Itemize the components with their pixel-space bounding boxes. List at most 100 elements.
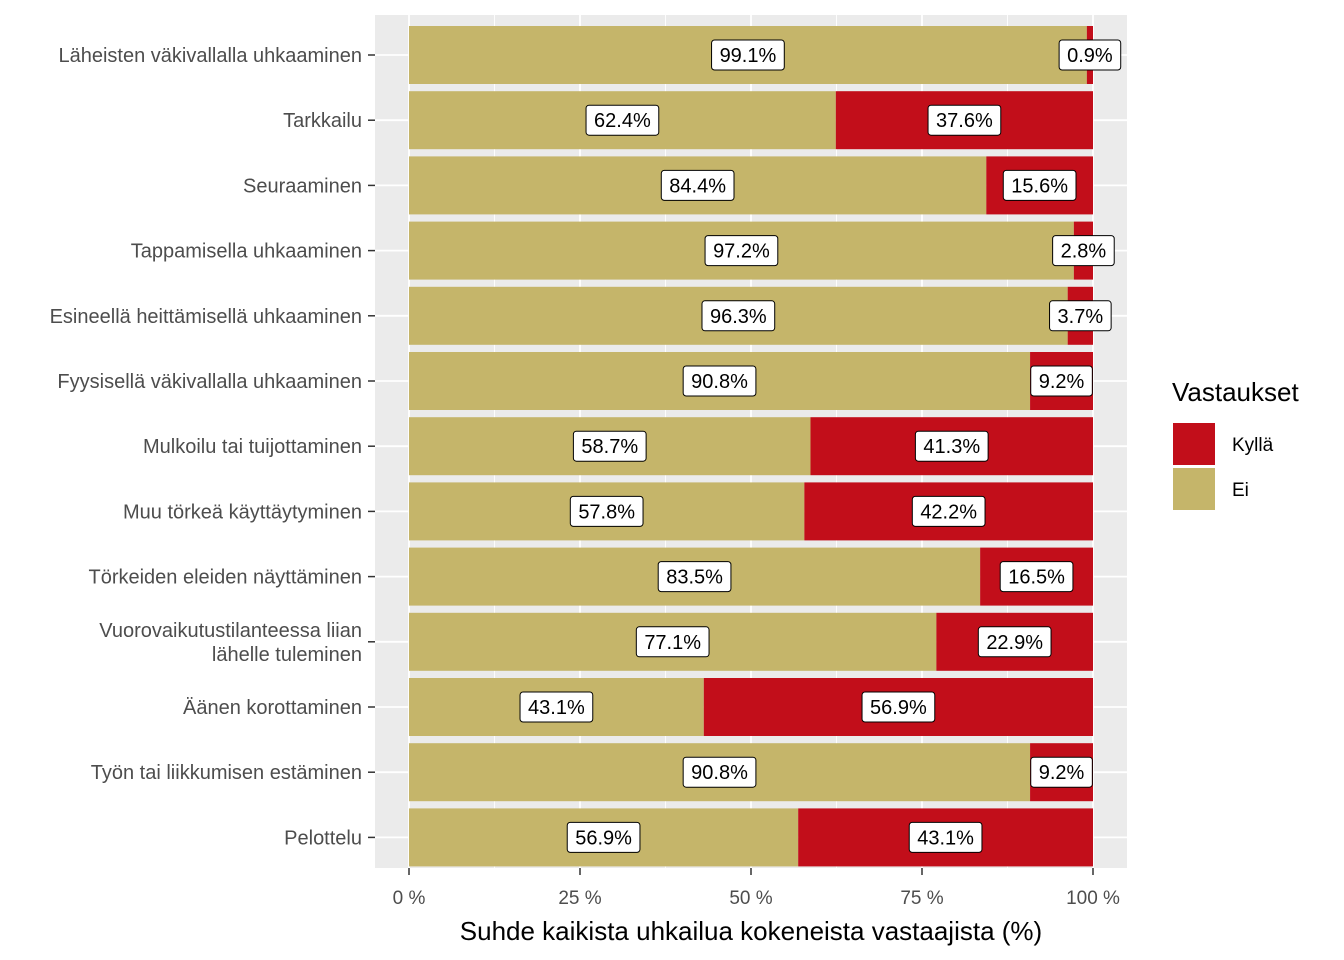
- data-label-text: 16.5%: [1008, 567, 1065, 589]
- data-label-box: [519, 691, 594, 723]
- data-labels: 99.1% 0.9% 62.4% 37.6% 84.4% 15.6% 97.2% 2.8% 96…: [519, 39, 1122, 853]
- data-label-box: [908, 821, 983, 853]
- data-label-box: [572, 430, 647, 462]
- data-label-box: [861, 691, 936, 723]
- data-label-text: 84.4%: [669, 175, 726, 197]
- data-label-text: 97.2%: [713, 241, 770, 263]
- x-tick-label: 25 %: [558, 888, 601, 909]
- data-label-box: [1030, 756, 1093, 788]
- category-label: Seuraaminen: [243, 175, 362, 197]
- data-label-kyllä: 42.2%: [911, 495, 986, 527]
- category-label: Tappamisella uhkaaminen: [131, 241, 362, 263]
- data-label-box: [999, 561, 1074, 593]
- data-label-box: [566, 821, 641, 853]
- data-label-box: [1002, 169, 1077, 201]
- data-label-text: 2.8%: [1061, 241, 1107, 263]
- data-label-text: 77.1%: [644, 632, 701, 654]
- data-label-ei: 99.1%: [711, 39, 785, 71]
- data-label-box: [977, 626, 1052, 658]
- category-label: Vuorovaikutustilanteessa liian lähelle tu…: [99, 620, 362, 666]
- data-label-box: [585, 104, 660, 136]
- data-label-box: [1058, 39, 1122, 71]
- legend: Vastaukset Kyllä Ei: [1172, 377, 1299, 510]
- data-label-text: 99.1%: [720, 45, 777, 67]
- data-label-ei: 43.1%: [519, 691, 594, 723]
- data-label-box: [927, 104, 1002, 136]
- category-label: Törkeiden eleiden näyttäminen: [88, 567, 362, 589]
- data-label-text: 15.6%: [1011, 175, 1068, 197]
- data-label-box: [1049, 300, 1112, 332]
- data-label-kyllä: 56.9%: [861, 691, 936, 723]
- data-label-box: [660, 169, 735, 201]
- data-label-box: [682, 756, 757, 788]
- x-tick-label: 0 %: [393, 888, 426, 909]
- x-axis: 0 % 25 % 50 % 75 % 100 %: [393, 868, 1120, 909]
- data-label-kyllä: 37.6%: [927, 104, 1002, 136]
- data-label-text: 22.9%: [986, 632, 1043, 654]
- legend-title: Vastaukset: [1172, 377, 1299, 407]
- data-label-ei: 90.8%: [682, 365, 757, 397]
- data-label-text: 90.8%: [691, 762, 748, 784]
- data-label-box: [914, 430, 989, 462]
- data-label-box: [704, 235, 779, 267]
- data-label-kyllä: 9.2%: [1030, 365, 1093, 397]
- data-label-kyllä: 2.8%: [1052, 235, 1115, 267]
- data-label-ei: 90.8%: [682, 756, 757, 788]
- category-label: Pelottelu: [284, 827, 362, 849]
- data-label-text: 43.1%: [917, 827, 974, 849]
- category-label: Muu törkeä käyttäytyminen: [123, 501, 362, 523]
- data-label-text: 57.8%: [578, 501, 635, 523]
- category-label: Läheisten väkivallalla uhkaaminen: [58, 45, 362, 67]
- data-label-box: [682, 365, 757, 397]
- data-label-text: 56.9%: [575, 827, 632, 849]
- x-tick-label: 50 %: [729, 888, 772, 909]
- data-label-text: 0.9%: [1067, 45, 1113, 67]
- data-label-text: 9.2%: [1039, 762, 1085, 784]
- data-label-kyllä: 9.2%: [1030, 756, 1093, 788]
- data-label-box: [569, 495, 644, 527]
- data-label-kyllä: 16.5%: [999, 561, 1074, 593]
- legend-swatch-kylla: [1173, 423, 1215, 465]
- category-label: Mulkoilu tai tuijottaminen: [143, 436, 362, 458]
- data-label-box: [701, 300, 776, 332]
- data-label-text: 41.3%: [923, 436, 980, 458]
- data-label-text: 90.8%: [691, 371, 748, 393]
- data-label-box: [1030, 365, 1093, 397]
- data-label-box: [657, 561, 732, 593]
- data-label-box: [1052, 235, 1115, 267]
- data-label-box: [711, 39, 785, 71]
- data-label-text: 58.7%: [581, 436, 638, 458]
- data-label-ei: 84.4%: [660, 169, 735, 201]
- x-tick-label: 100 %: [1066, 888, 1120, 909]
- data-label-ei: 96.3%: [701, 300, 776, 332]
- data-label-text: 43.1%: [528, 697, 585, 719]
- data-label-text: 9.2%: [1039, 371, 1085, 393]
- data-label-ei: 62.4%: [585, 104, 660, 136]
- data-label-text: 3.7%: [1058, 306, 1104, 328]
- data-label-text: 62.4%: [594, 110, 651, 132]
- category-label: Tarkkailu: [283, 110, 362, 132]
- data-label-kyllä: 43.1%: [908, 821, 983, 853]
- data-label-ei: 77.1%: [635, 626, 710, 658]
- category-label: Fyysisellä väkivallalla uhkaaminen: [57, 371, 362, 393]
- data-label-kyllä: 22.9%: [977, 626, 1052, 658]
- data-label-box: [635, 626, 710, 658]
- data-label-text: 56.9%: [870, 697, 927, 719]
- data-label-kyllä: 41.3%: [914, 430, 989, 462]
- data-label-text: 83.5%: [666, 567, 723, 589]
- legend-label: Kyllä: [1232, 435, 1274, 456]
- data-label-ei: 58.7%: [572, 430, 647, 462]
- x-tick-label: 75 %: [900, 888, 943, 909]
- data-label-ei: 57.8%: [569, 495, 644, 527]
- category-label: Äänen korottaminen: [183, 697, 362, 719]
- x-axis-title: Suhde kaikista uhkailua kokeneista vasta…: [460, 916, 1042, 946]
- category-label: Esineellä heittämisellä uhkaaminen: [50, 306, 362, 328]
- data-label-text: 37.6%: [936, 110, 993, 132]
- data-label-box: [911, 495, 986, 527]
- data-label-kyllä: 3.7%: [1049, 300, 1112, 332]
- data-label-text: 96.3%: [710, 306, 767, 328]
- data-label-ei: 56.9%: [566, 821, 641, 853]
- data-label-ei: 97.2%: [704, 235, 779, 267]
- y-axis: Läheisten väkivallalla uhkaaminen Tarkkai…: [50, 45, 375, 849]
